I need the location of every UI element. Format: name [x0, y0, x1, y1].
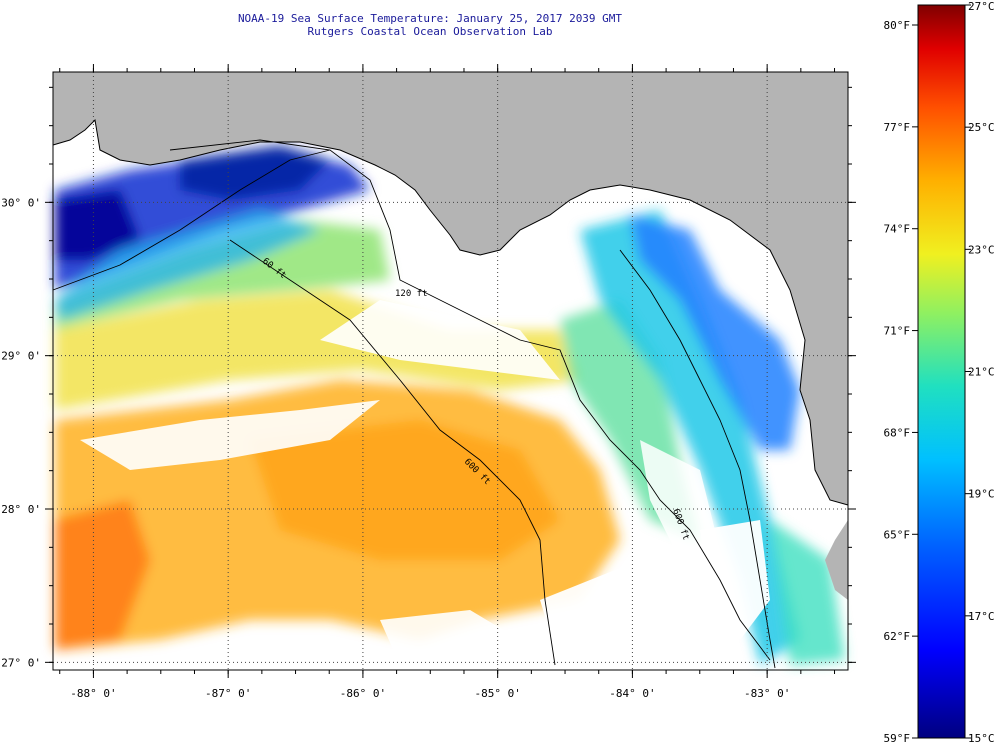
lon-tick-label: -87° 0' — [205, 687, 251, 700]
contour-60ft — [52, 149, 331, 291]
lon-tick-label: -86° 0' — [340, 687, 386, 700]
contour-label-120ft: 120 ft — [395, 289, 428, 299]
contour-600ft — [229, 239, 556, 666]
map-axes: -88° 0' -87° 0' -86° 0' -85° 0' -84° 0' -83° … — [1, 64, 856, 700]
lon-tick-label: -88° 0' — [70, 687, 116, 700]
lat-tick-label: 29° 0' — [1, 350, 41, 363]
coordinate-grid — [53, 72, 848, 670]
lat-tick-label: 28° 0' — [1, 503, 41, 516]
contour-600ft-east — [619, 249, 776, 669]
lat-tick-label: 30° 0' — [1, 196, 41, 209]
contour-120ft — [169, 139, 771, 661]
chart-title: NOAA-19 Sea Surface Temperature: January… — [237, 12, 623, 25]
coastline — [52, 118, 849, 506]
lat-tick-label: 27° 0' — [1, 656, 41, 669]
lon-tick-label: -84° 0' — [609, 687, 655, 700]
lon-tick-label: -85° 0' — [474, 687, 520, 700]
lon-tick-label: -83° 0' — [744, 687, 790, 700]
no-data-patches — [80, 230, 770, 665]
sst-field — [55, 145, 845, 665]
land — [53, 72, 848, 600]
chart-subtitle: Rutgers Coastal Ocean Observation Lab — [307, 25, 553, 38]
map-frame-border — [52, 71, 849, 671]
bathymetry-contours — [52, 139, 776, 669]
